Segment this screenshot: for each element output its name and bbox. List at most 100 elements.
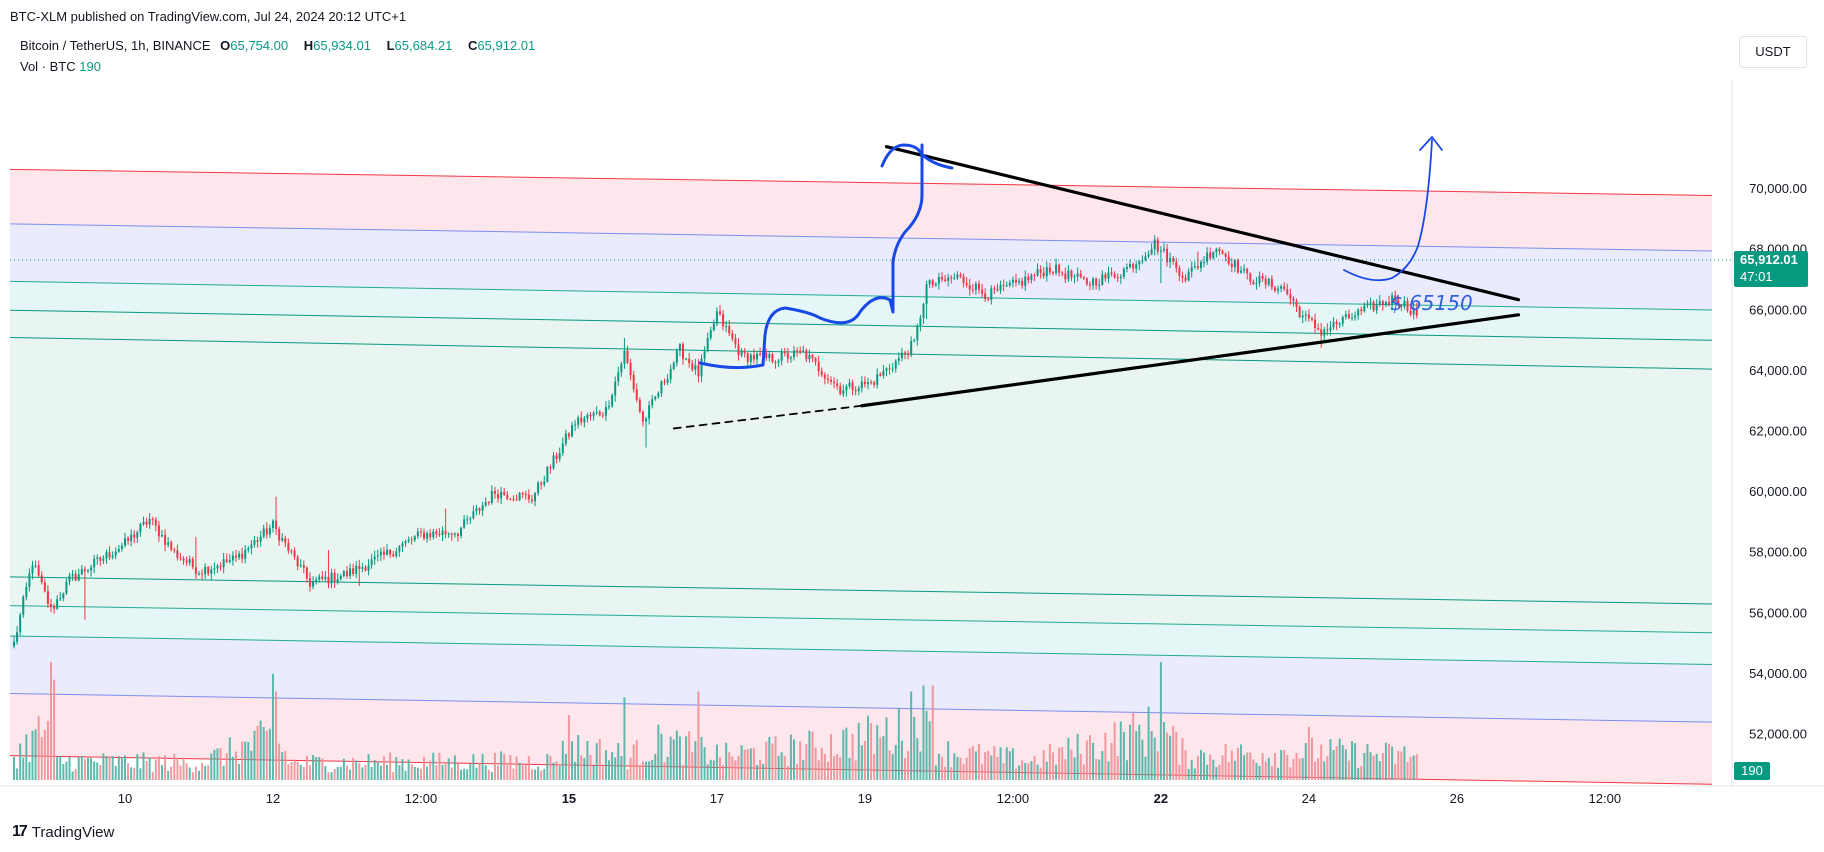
volume-bar xyxy=(682,765,685,780)
candle-body xyxy=(1098,284,1101,286)
volume-bar xyxy=(478,762,481,780)
volume-bar xyxy=(31,730,34,780)
candle-body xyxy=(796,350,799,352)
candle-body xyxy=(197,573,200,575)
candle-body xyxy=(53,606,56,609)
volume-bar xyxy=(829,734,832,780)
volume-bar xyxy=(367,754,370,780)
volume-bar xyxy=(395,757,398,780)
volume-bar xyxy=(1119,721,1122,780)
blue-drawings xyxy=(698,136,1443,370)
volume-bar xyxy=(386,764,389,780)
trendlines[interactable] xyxy=(672,145,1521,430)
candle-body xyxy=(62,593,65,599)
time-tick-label: 22 xyxy=(1154,791,1168,806)
channel-line xyxy=(9,223,1713,252)
candle-body xyxy=(22,596,25,615)
volume-bar xyxy=(786,766,789,780)
channel-line xyxy=(9,635,1713,666)
tradingview-logo[interactable]: 17 TradingView xyxy=(12,823,114,841)
volume-bar xyxy=(1002,763,1005,780)
candle-body xyxy=(345,571,348,577)
candle-body xyxy=(102,558,105,561)
volume-bar xyxy=(25,734,28,780)
candle-body xyxy=(700,358,703,377)
candle-body xyxy=(1255,283,1258,285)
volume-bar xyxy=(1156,751,1159,780)
candle-body xyxy=(907,353,910,355)
volume-bar xyxy=(120,757,123,780)
candle-body xyxy=(1107,272,1110,279)
price-axis[interactable]: 52,000.00 54,000.00 56,000.00 58,000.00 60,0… xyxy=(1749,181,1807,741)
candle-body xyxy=(756,353,759,360)
candle-body xyxy=(93,558,96,568)
candle-body xyxy=(463,519,466,528)
candle-body xyxy=(1178,267,1181,276)
candle-body xyxy=(1273,287,1276,291)
volume-bar xyxy=(1304,743,1307,780)
candle-body xyxy=(876,374,879,385)
volume-bar xyxy=(475,767,478,780)
volume-bar xyxy=(1150,731,1153,780)
candle-body xyxy=(123,538,126,546)
volume-bar xyxy=(1110,742,1113,780)
volume-bar xyxy=(934,765,937,780)
candle-body xyxy=(404,541,407,544)
volume-bar xyxy=(1132,713,1135,780)
volume-bar xyxy=(956,756,959,780)
volume-bar xyxy=(265,730,268,780)
volume-bar xyxy=(833,756,836,780)
volume-bar xyxy=(922,685,925,780)
candle-body xyxy=(386,549,389,555)
high-label: H xyxy=(303,38,314,53)
volume-bar xyxy=(660,733,663,780)
candle-body xyxy=(1193,266,1196,268)
volume-bar xyxy=(826,762,829,780)
volume-bar xyxy=(1280,750,1283,780)
candle-body xyxy=(219,565,222,568)
candle-body xyxy=(1317,328,1320,330)
candle-body xyxy=(1354,315,1357,318)
candle-body xyxy=(416,531,419,537)
volume-bar xyxy=(873,754,876,780)
volume-bar xyxy=(148,757,151,780)
volume-bar xyxy=(1215,767,1218,780)
candle-body xyxy=(614,381,617,396)
volume-bar xyxy=(1326,756,1329,780)
candle-body xyxy=(546,467,549,482)
candle-body xyxy=(1079,273,1082,278)
volume-bar xyxy=(567,715,570,780)
candle-body xyxy=(1024,276,1027,286)
candle-body xyxy=(1360,309,1363,312)
candle-body xyxy=(327,576,330,584)
currency-button[interactable]: USDT xyxy=(1739,36,1807,68)
channel-line xyxy=(9,309,1713,341)
volume-bar xyxy=(105,756,108,780)
volume-bar xyxy=(1384,742,1387,780)
volume-bar xyxy=(876,725,879,780)
candle-body xyxy=(43,582,46,592)
volume-bar xyxy=(151,771,154,780)
time-axis[interactable]: 10 12 12:00 15 17 19 12:00 22 24 26 12:00 xyxy=(118,791,1621,806)
candle-body xyxy=(931,280,934,286)
candle-body xyxy=(534,493,537,502)
volume-bar xyxy=(1298,758,1301,780)
volume-bar xyxy=(1135,731,1138,780)
candle-body xyxy=(447,533,450,535)
volume-bar xyxy=(811,731,814,780)
candle-body xyxy=(475,508,478,512)
volume-bar xyxy=(185,763,188,780)
candle-body xyxy=(31,565,34,574)
candle-body xyxy=(937,276,940,284)
volume-bar xyxy=(527,756,530,780)
volume-bar xyxy=(752,748,755,780)
volume-bar xyxy=(228,737,231,780)
volume-bar xyxy=(1363,752,1366,780)
candle-body xyxy=(1230,263,1233,268)
volume-bar xyxy=(349,769,352,780)
volume-bar xyxy=(290,761,293,780)
volume-bar xyxy=(500,751,503,780)
volume-bar xyxy=(484,765,487,780)
blue-cup-curve xyxy=(1343,139,1433,282)
